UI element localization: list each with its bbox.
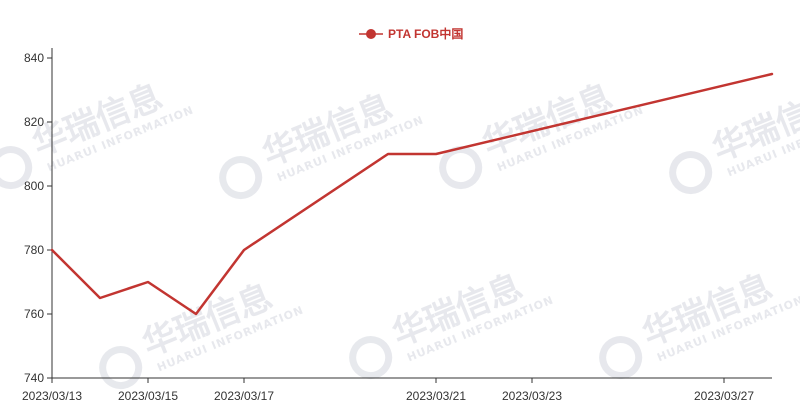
- legend[interactable]: PTA FOB中国: [359, 26, 463, 41]
- y-tick-label: 840: [24, 51, 44, 65]
- series-line: [50, 72, 774, 316]
- y-tick-label: 780: [24, 243, 44, 257]
- legend-marker-icon: [366, 29, 376, 39]
- watermark-logo-icon: [669, 151, 713, 195]
- y-tick-label: 800: [24, 179, 44, 193]
- watermark-logo-icon: [349, 336, 393, 380]
- x-tick-label: 2023/03/23: [502, 389, 562, 403]
- x-tick-label: 2023/03/17: [214, 389, 274, 403]
- y-tick-label: 820: [24, 115, 44, 129]
- y-tick-label: 760: [24, 307, 44, 321]
- chart-axes: 740 760 780 800 820 840 2023/03/13 2023/03/15 20…: [22, 48, 772, 403]
- watermark-logo-icon: [219, 156, 263, 200]
- y-tick-label: 740: [24, 371, 44, 385]
- plot-area: [50, 72, 774, 316]
- watermark-logo-icon: [99, 346, 143, 390]
- watermark-logo-icon: [599, 336, 643, 380]
- x-tick-label: 2023/03/15: [118, 389, 178, 403]
- x-tick-label: 2023/03/13: [22, 389, 82, 403]
- watermark-logo-icon: [0, 146, 33, 190]
- legend-label[interactable]: PTA FOB中国: [388, 26, 463, 41]
- x-tick-label: 2023/03/27: [694, 389, 754, 403]
- x-tick-label: 2023/03/21: [406, 389, 466, 403]
